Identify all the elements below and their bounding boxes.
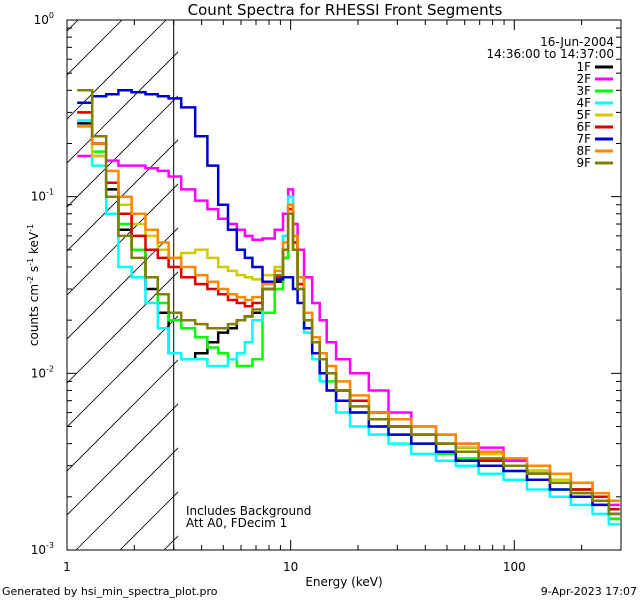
- hatch-line: [67, 20, 167, 120]
- y-tick-label: 10-2: [31, 364, 54, 380]
- legend-label-8F: 8F: [576, 144, 591, 158]
- footer-generated-by: Generated by hsi_min_spectra_plot.pro: [2, 585, 218, 598]
- footer-timestamp: 9-Apr-2023 17:07: [541, 585, 637, 598]
- x-tick-label: 100: [503, 560, 526, 574]
- x-tick-labels: 1 10 100: [63, 560, 526, 574]
- y-tick-label: 100: [34, 11, 54, 27]
- hatch-line: [67, 20, 123, 76]
- hatch-line: [67, 183, 178, 296]
- legend-label-4F: 4F: [576, 96, 591, 110]
- series-line-2F: [77, 154, 620, 507]
- legend-label-9F: 9F: [576, 156, 591, 170]
- x-tick-label: 10: [283, 560, 298, 574]
- annotation-attenuator: Att A0, FDecim 1: [186, 516, 287, 530]
- series-line-7F: [77, 89, 620, 516]
- hatch-line: [0, 0, 104, 550]
- hatch-line: [67, 271, 178, 384]
- x-axis-label: Energy (keV): [305, 575, 382, 589]
- series-line-9F: [77, 89, 620, 516]
- legend-label-3F: 3F: [576, 84, 591, 98]
- plot-frame: [66, 19, 622, 551]
- hatch-line: [67, 139, 178, 252]
- hatch-line: [75, 447, 178, 550]
- annotation-background: Includes Background: [186, 504, 311, 518]
- y-axis-label: counts cm-2 s-1 keV-1: [26, 224, 41, 346]
- y-tick-label: 10-1: [31, 188, 54, 204]
- y-tick-labels: 10-3 10-2 10-1 100: [31, 11, 54, 557]
- series-line-4F: [77, 119, 620, 526]
- y-tick-label: 10-3: [31, 541, 54, 557]
- x-tick-label: 1: [63, 560, 71, 574]
- legend-label-1F: 1F: [576, 60, 591, 74]
- hatch-line: [67, 20, 79, 32]
- legend-label-7F: 7F: [576, 132, 591, 146]
- time-range-label: 14:36:00 to 14:37:00: [487, 47, 614, 61]
- legend-label-2F: 2F: [576, 72, 591, 86]
- hatch-line: [67, 227, 178, 340]
- hatch-line: [163, 535, 178, 550]
- hatch-line: [67, 359, 178, 472]
- date-label: 16-Jun-2004: [540, 35, 614, 49]
- legend-label-5F: 5F: [576, 108, 591, 122]
- series-layer: [77, 89, 620, 526]
- hatch-line: [67, 403, 178, 516]
- axis-ticks: [66, 20, 622, 551]
- legend-label-6F: 6F: [576, 120, 591, 134]
- chart-title: Count Spectra for RHESSI Front Segments: [188, 1, 503, 19]
- hatched-region: [0, 0, 178, 550]
